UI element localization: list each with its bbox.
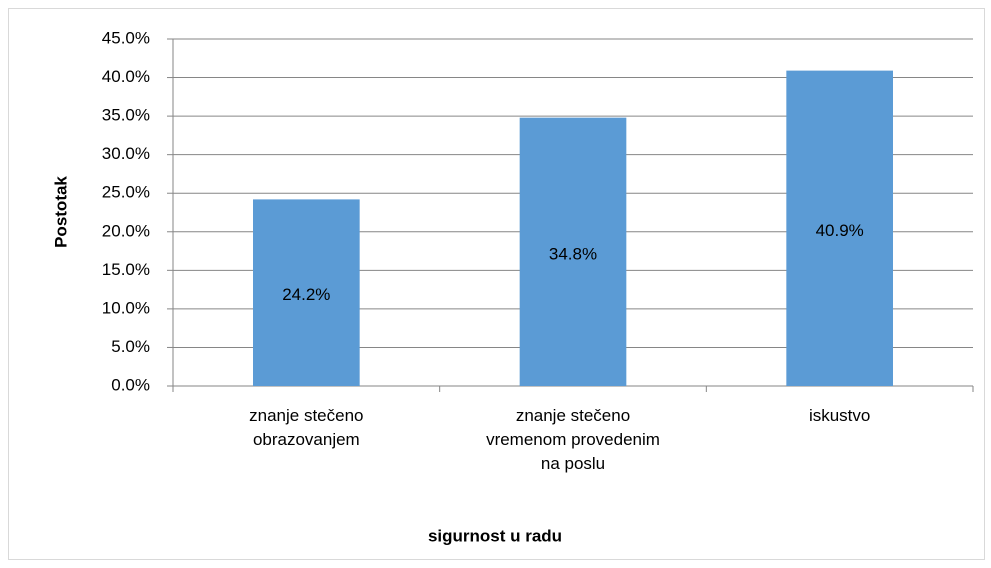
x-tick-label: znanje stečeno vremenom provedenim na po…	[486, 406, 660, 473]
y-tick-label: 35.0%	[102, 106, 150, 125]
y-axis-title: Postotak	[51, 176, 70, 248]
bar	[519, 117, 627, 387]
y-tick-label: 25.0%	[102, 183, 150, 202]
data-label: 34.8%	[549, 244, 597, 263]
data-label: 40.9%	[816, 221, 864, 240]
bar	[786, 70, 893, 387]
x-tick-label-box: iskustvo	[808, 406, 871, 425]
x-tick-label: iskustvo	[808, 406, 871, 425]
y-tick-label: 0.0%	[111, 375, 150, 394]
x-tick-label-box: znanje stečeno obrazovanjem	[249, 406, 364, 449]
y-tick-label: 5.0%	[111, 337, 150, 356]
y-tick-label: 40.0%	[102, 67, 150, 86]
bar	[253, 199, 360, 386]
y-tick-label: 10.0%	[102, 298, 150, 317]
x-tick-label: znanje stečeno obrazovanjem	[249, 406, 364, 449]
x-axis-title: sigurnost u radu	[428, 526, 562, 545]
y-tick-label: 30.0%	[102, 144, 150, 163]
y-tick-label: 15.0%	[102, 260, 150, 279]
data-label: 24.2%	[282, 285, 330, 304]
y-tick-label: 20.0%	[102, 221, 150, 240]
y-tick-label: 45.0%	[102, 28, 150, 47]
x-tick-label-box: znanje stečeno vremenom provedenim na po…	[486, 406, 660, 473]
